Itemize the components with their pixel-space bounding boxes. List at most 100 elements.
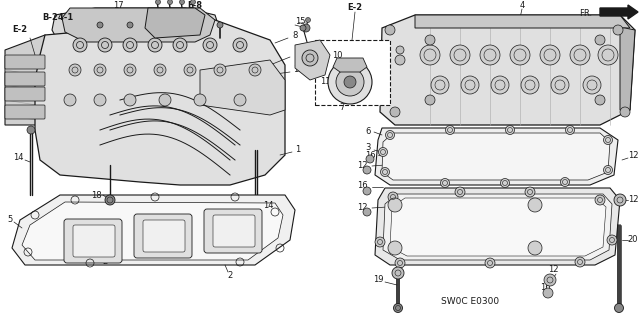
Circle shape xyxy=(395,258,405,268)
Polygon shape xyxy=(12,195,295,265)
Polygon shape xyxy=(145,8,205,38)
Polygon shape xyxy=(52,8,220,52)
Circle shape xyxy=(388,241,402,255)
Circle shape xyxy=(566,125,575,135)
FancyArrow shape xyxy=(600,5,638,19)
Text: SW0C E0300: SW0C E0300 xyxy=(442,297,499,306)
Polygon shape xyxy=(295,40,330,80)
Polygon shape xyxy=(5,35,55,125)
Text: 4: 4 xyxy=(520,1,525,10)
Circle shape xyxy=(97,22,103,28)
Text: 11: 11 xyxy=(320,78,330,86)
Circle shape xyxy=(425,35,435,45)
Circle shape xyxy=(385,25,395,35)
Polygon shape xyxy=(390,198,606,256)
Circle shape xyxy=(159,94,171,106)
Circle shape xyxy=(375,237,385,247)
Polygon shape xyxy=(382,133,610,180)
Polygon shape xyxy=(375,188,620,265)
Text: 18: 18 xyxy=(91,190,101,199)
Text: 2: 2 xyxy=(227,271,232,279)
Circle shape xyxy=(388,192,398,202)
Text: E-2: E-2 xyxy=(348,4,363,12)
Circle shape xyxy=(154,64,166,76)
Circle shape xyxy=(302,50,318,66)
Text: 3: 3 xyxy=(365,144,371,152)
Circle shape xyxy=(179,0,184,4)
Text: 12: 12 xyxy=(548,265,558,275)
Circle shape xyxy=(394,303,403,313)
FancyBboxPatch shape xyxy=(315,40,390,105)
FancyBboxPatch shape xyxy=(5,105,45,119)
Polygon shape xyxy=(383,194,612,260)
Circle shape xyxy=(510,45,530,65)
Circle shape xyxy=(302,24,310,32)
Circle shape xyxy=(604,166,612,174)
Circle shape xyxy=(69,64,81,76)
Circle shape xyxy=(395,55,405,65)
Circle shape xyxy=(540,45,560,65)
Text: 13: 13 xyxy=(292,65,303,75)
Text: 2: 2 xyxy=(102,257,108,266)
Circle shape xyxy=(595,195,605,205)
Circle shape xyxy=(214,64,226,76)
Text: 12: 12 xyxy=(628,151,638,160)
Circle shape xyxy=(27,126,35,134)
Circle shape xyxy=(461,76,479,94)
Circle shape xyxy=(328,60,372,104)
FancyBboxPatch shape xyxy=(213,215,255,247)
Circle shape xyxy=(363,166,371,174)
Text: 7: 7 xyxy=(339,102,345,112)
Circle shape xyxy=(551,76,569,94)
Circle shape xyxy=(491,76,509,94)
Circle shape xyxy=(217,22,223,28)
Circle shape xyxy=(396,46,404,54)
Text: 9: 9 xyxy=(296,50,301,60)
Circle shape xyxy=(598,45,618,65)
Circle shape xyxy=(392,267,404,279)
Circle shape xyxy=(388,198,402,212)
Circle shape xyxy=(385,130,394,139)
Circle shape xyxy=(105,195,115,205)
Circle shape xyxy=(98,38,112,52)
Circle shape xyxy=(506,125,515,135)
Circle shape xyxy=(187,22,193,28)
Text: FR.: FR. xyxy=(579,10,592,19)
Circle shape xyxy=(305,18,310,23)
Circle shape xyxy=(184,64,196,76)
Circle shape xyxy=(124,94,136,106)
Text: B-24-1: B-24-1 xyxy=(42,13,74,23)
Circle shape xyxy=(420,45,440,65)
Circle shape xyxy=(480,45,500,65)
Circle shape xyxy=(191,0,195,4)
Circle shape xyxy=(561,177,570,187)
Circle shape xyxy=(521,76,539,94)
Text: 14: 14 xyxy=(13,152,23,161)
FancyBboxPatch shape xyxy=(204,209,262,253)
Text: 12: 12 xyxy=(356,160,367,169)
Circle shape xyxy=(604,136,612,145)
FancyBboxPatch shape xyxy=(143,220,185,252)
Text: E-8: E-8 xyxy=(188,1,202,10)
Circle shape xyxy=(450,45,470,65)
Circle shape xyxy=(234,94,246,106)
Circle shape xyxy=(156,0,161,4)
Polygon shape xyxy=(333,58,367,72)
Text: 16: 16 xyxy=(365,151,375,160)
Text: 5: 5 xyxy=(8,216,13,225)
Circle shape xyxy=(595,95,605,105)
Circle shape xyxy=(300,25,306,31)
Circle shape xyxy=(431,76,449,94)
Circle shape xyxy=(614,194,626,206)
Polygon shape xyxy=(375,128,618,185)
Circle shape xyxy=(168,0,173,4)
Circle shape xyxy=(64,94,76,106)
Circle shape xyxy=(543,288,553,298)
Polygon shape xyxy=(22,202,283,260)
Circle shape xyxy=(620,107,630,117)
Circle shape xyxy=(194,94,206,106)
Circle shape xyxy=(614,303,623,313)
Circle shape xyxy=(570,45,590,65)
Circle shape xyxy=(528,241,542,255)
Circle shape xyxy=(525,187,535,197)
